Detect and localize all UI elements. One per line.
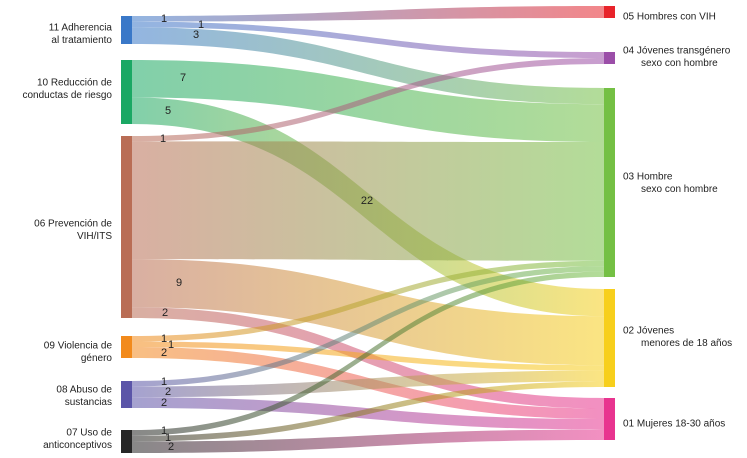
value-label-s09-t01: 2	[161, 347, 167, 359]
link-s07-t03	[132, 271, 604, 436]
link-s09-t03	[132, 260, 604, 342]
link-s11-t03	[132, 27, 604, 105]
source-node-s07	[121, 430, 132, 453]
value-label-s06-t03: 22	[361, 195, 373, 207]
link-s11-t04	[132, 21, 604, 59]
value-label-s09-t03: 1	[161, 333, 167, 345]
value-label-s10-t02: 5	[165, 105, 171, 117]
target-label-t04: 04 Jóvenes transgénero sexo con hombre	[623, 45, 731, 69]
value-label-s10-t03: 7	[180, 72, 186, 84]
target-label-t02: 02 Jóvenes menores de 18 años	[623, 325, 732, 349]
target-label-t05: 05 Hombres con VIH	[623, 12, 716, 23]
source-label-s09: 09 Violencia de género	[44, 340, 113, 364]
value-label-s06-t04: 1	[160, 133, 166, 145]
target-node-t01	[604, 398, 615, 440]
value-label-s08-t01: 2	[161, 397, 167, 409]
value-label-s07-t01: 2	[168, 441, 174, 453]
link-s07-t02	[132, 381, 604, 442]
source-node-s06	[121, 136, 132, 318]
value-label-s09-t02: 1	[168, 339, 174, 351]
source-node-s08	[121, 381, 132, 408]
link-s08-t03	[132, 266, 604, 387]
value-label-s07-t02: 1	[165, 432, 171, 444]
target-node-t02	[604, 289, 615, 387]
link-s07-t01	[132, 429, 604, 453]
value-label-s07-t03: 1	[161, 425, 167, 437]
value-label-s06-t01: 2	[162, 307, 168, 319]
value-label-s11-t04: 1	[198, 19, 204, 31]
source-node-s10	[121, 60, 132, 124]
target-label-t03: 03 Hombre sexo con hombre	[623, 171, 718, 195]
target-node-t05	[604, 6, 615, 18]
source-label-s06: 06 Prevención de VIH/ITS	[34, 218, 112, 242]
value-label-s08-t02: 2	[165, 386, 171, 398]
source-label-s10: 10 Reducción de conductas de riesgo	[22, 77, 112, 101]
labels-layer: 11 Adherencia al tratamiento 10 Reducción …	[22, 12, 732, 454]
target-node-t03	[604, 88, 615, 277]
source-node-s11	[121, 16, 132, 44]
value-label-s06-t02: 9	[176, 277, 182, 289]
link-s08-t02	[132, 370, 604, 398]
source-label-s11: 11 Adherencia al tratamiento	[49, 22, 113, 46]
target-node-t04	[604, 52, 615, 64]
link-s06-t03	[132, 141, 604, 261]
link-s06-t02	[132, 259, 604, 366]
value-label-s11-t03: 3	[193, 29, 199, 41]
source-label-s08: 08 Abuso de sustancias	[56, 384, 112, 408]
links-layer	[132, 6, 604, 453]
nodes-layer	[121, 6, 615, 453]
link-s06-t04	[132, 58, 604, 142]
link-s11-t05	[132, 6, 604, 22]
target-label-t01: 01 Mujeres 18-30 años	[623, 419, 725, 430]
source-node-s09	[121, 336, 132, 358]
value-label-s11-t05: 1	[161, 13, 167, 25]
value-label-s08-t03: 1	[161, 376, 167, 388]
source-label-s07: 07 Uso de anticonceptivos	[43, 427, 112, 451]
